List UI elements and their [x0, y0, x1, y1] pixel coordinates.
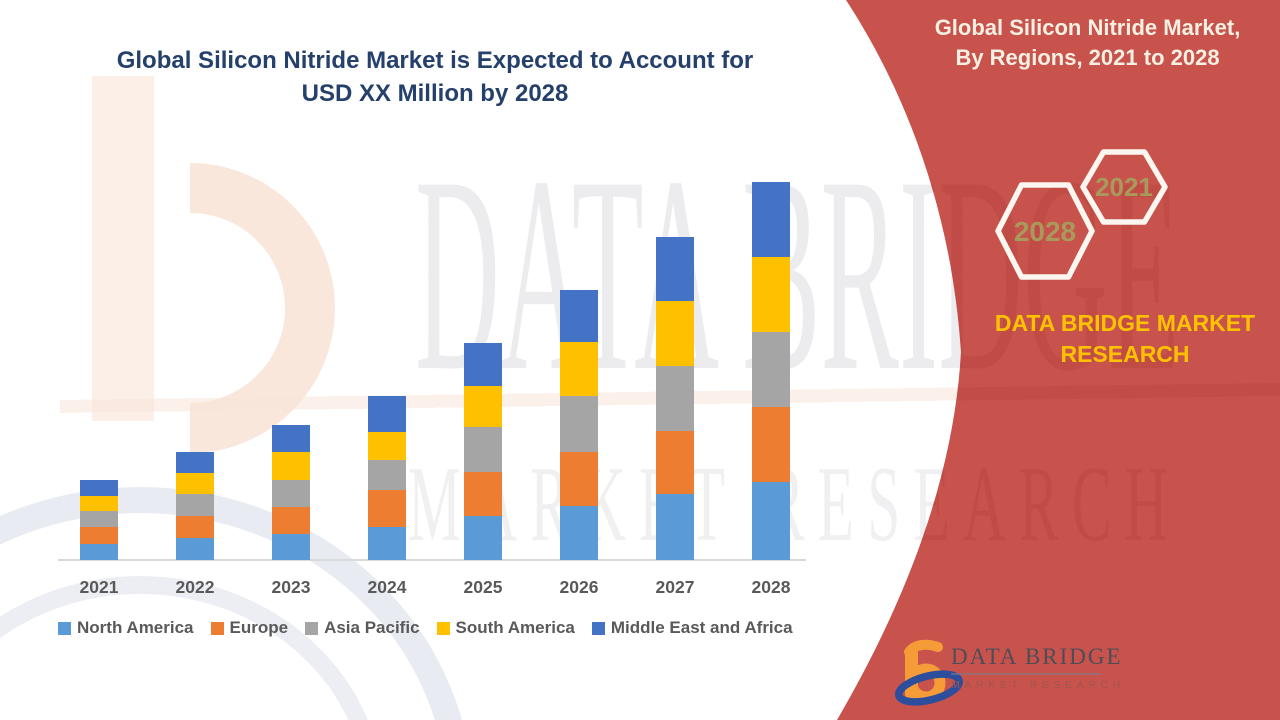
bar-segment-2021-middle-east-and-africa: [80, 480, 118, 496]
bar-segment-2024-north-america: [368, 527, 406, 560]
x-axis-label-2025: 2025: [463, 577, 503, 597]
year-badges: 2028 2021: [995, 149, 1168, 280]
bar-segment-2021-south-america: [80, 496, 118, 511]
bar-segment-2026-north-america: [560, 506, 598, 560]
bar-segment-2023-north-america: [272, 534, 310, 560]
legend-item-asia-pacific: Asia Pacific: [305, 618, 420, 638]
legend-label: Asia Pacific: [324, 618, 420, 637]
x-axis-label-2024: 2024: [367, 577, 407, 597]
bar-segment-2025-north-america: [464, 516, 502, 560]
bar-segment-2028-middle-east-and-africa: [752, 182, 790, 257]
bar-2028: [752, 182, 790, 560]
bar-segment-2023-europe: [272, 507, 310, 534]
bar-segment-2023-middle-east-and-africa: [272, 425, 310, 452]
bar-segment-2026-middle-east-and-africa: [560, 290, 598, 342]
bar-segment-2026-south-america: [560, 342, 598, 396]
bar-segment-2022-north-america: [176, 538, 214, 560]
x-axis-label-2028: 2028: [751, 577, 791, 597]
bar-segment-2026-asia-pacific: [560, 396, 598, 452]
legend-label: South America: [455, 618, 575, 637]
logo-b-icon: [895, 639, 963, 706]
bar-segment-2023-south-america: [272, 452, 310, 480]
legend-swatch: [591, 621, 605, 635]
bar-segment-2026-europe: [560, 452, 598, 506]
side-panel-background: [837, 0, 1280, 720]
bar-segment-2025-asia-pacific: [464, 427, 502, 472]
bar-segment-2023-asia-pacific: [272, 480, 310, 507]
brand-name-line2: RESEARCH: [1060, 341, 1190, 367]
panel-heading-line2: By Regions, 2021 to 2028: [955, 45, 1220, 70]
bar-segment-2024-south-america: [368, 432, 406, 460]
legend-swatch: [436, 621, 450, 635]
logo-name: DATA BRIDGE: [951, 644, 1123, 669]
chart-title-line1: Global Silicon Nitride Market is Expecte…: [116, 47, 754, 74]
badge-2021-label: 2021: [1095, 172, 1153, 202]
legend-swatch: [58, 621, 71, 635]
bar-segment-2028-north-america: [752, 482, 790, 560]
bar-2022: [176, 452, 214, 560]
bar-segment-2022-middle-east-and-africa: [176, 452, 214, 473]
panel-heading-line1: Global Silicon Nitride Market,: [934, 15, 1241, 40]
bar-segment-2027-south-america: [656, 301, 694, 366]
bar-segment-2028-asia-pacific: [752, 332, 790, 407]
brand-name-text: DATA BRIDGE MARKET RESEARCH: [960, 308, 1280, 370]
brand-name-line1: DATA BRIDGE MARKET: [994, 310, 1256, 336]
legend-swatch: [210, 621, 224, 635]
bar-segment-2021-north-america: [80, 544, 118, 560]
bar-2021: [80, 480, 118, 560]
hexagon-2021: [1080, 149, 1168, 225]
legend-label: Europe: [229, 618, 289, 637]
bar-segment-2027-europe: [656, 431, 694, 494]
bar-segment-2028-europe: [752, 407, 790, 482]
legend-item-south-america: South America: [436, 618, 575, 638]
bar-2026: [560, 290, 598, 560]
legend-label: Middle East and Africa: [610, 618, 793, 637]
company-logo: DATA BRIDGE MARKET RESEARCH: [893, 636, 1123, 716]
bar-segment-2022-europe: [176, 516, 214, 538]
bar-2024: [368, 396, 406, 560]
legend-item-europe: Europe: [210, 618, 289, 638]
hexagon-2028: [995, 182, 1095, 280]
legend-item-middle-east-and-africa: Middle East and Africa: [591, 618, 793, 638]
x-axis-label-2023: 2023: [271, 577, 311, 597]
x-axis-line: [58, 559, 806, 561]
bar-segment-2025-south-america: [464, 386, 502, 427]
legend-swatch: [305, 621, 319, 635]
panel-heading: Global Silicon Nitride Market, By Region…: [915, 13, 1260, 73]
bar-segment-2021-europe: [80, 527, 118, 544]
bar-segment-2025-europe: [464, 472, 502, 516]
logo-text: DATA BRIDGE MARKET RESEARCH: [951, 644, 1125, 691]
chart-title: Global Silicon Nitride Market is Expecte…: [85, 44, 785, 110]
bar-2027: [656, 237, 694, 560]
bar-segment-2027-north-america: [656, 494, 694, 560]
x-axis-label-2026: 2026: [559, 577, 599, 597]
swoosh-watermark: [0, 487, 462, 720]
bar-segment-2025-middle-east-and-africa: [464, 343, 502, 386]
badge-2028-label: 2028: [1014, 216, 1076, 247]
x-axis-label-2027: 2027: [655, 577, 695, 597]
bar-segment-2027-middle-east-and-africa: [656, 237, 694, 301]
bar-2025: [464, 343, 502, 560]
chart-title-line2: USD XX Million by 2028: [301, 80, 569, 107]
chart-legend: North America Europe Asia Pacific South Ame…: [58, 618, 793, 638]
bar-segment-2021-asia-pacific: [80, 511, 118, 527]
bar-segment-2022-asia-pacific: [176, 494, 214, 516]
bar-segment-2027-asia-pacific: [656, 366, 694, 431]
bar-segment-2028-south-america: [752, 257, 790, 332]
bar-2023: [272, 425, 310, 560]
bar-segment-2022-south-america: [176, 473, 214, 494]
bar-segment-2024-asia-pacific: [368, 460, 406, 490]
x-axis-label-2021: 2021: [79, 577, 119, 597]
bar-segment-2024-middle-east-and-africa: [368, 396, 406, 432]
logo-tagline: MARKET RESEARCH: [951, 679, 1125, 691]
legend-label: North America: [77, 618, 194, 637]
bar-segment-2024-europe: [368, 490, 406, 527]
x-axis-label-2022: 2022: [175, 577, 215, 597]
legend-item-north-america: North America: [58, 618, 194, 638]
logo-divider: [951, 673, 1101, 675]
